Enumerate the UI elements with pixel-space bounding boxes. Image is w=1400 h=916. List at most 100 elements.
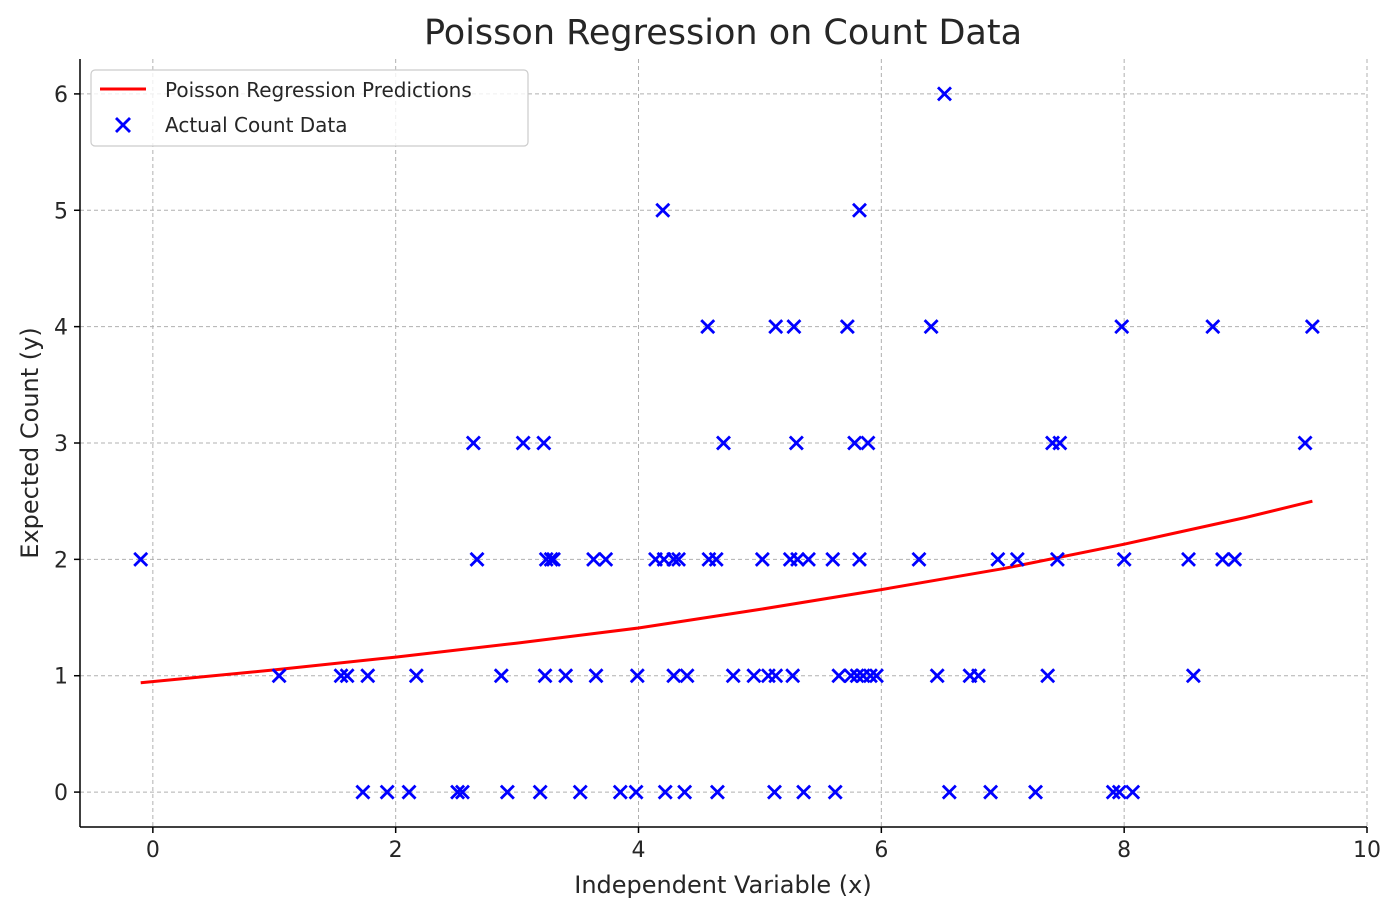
data-point [868,668,884,684]
data-point [450,784,466,800]
data-point [543,551,559,567]
data-point [355,784,371,800]
data-point [849,668,865,684]
data-point [786,319,802,335]
data-point [588,668,604,684]
data-point [860,435,876,451]
data-point [1215,551,1231,567]
data-point [493,668,509,684]
data-point [1125,784,1141,800]
data-point [655,202,671,218]
data-point [536,435,552,451]
data-point [1114,319,1130,335]
data-point [465,435,481,451]
prediction-line [140,499,1313,685]
legend-label-actual: Actual Count Data [165,113,348,137]
x-tick-label: 8 [1117,838,1131,863]
data-point [271,668,287,684]
x-tick-label: 10 [1353,838,1381,863]
data-point [379,784,395,800]
data-point [133,551,149,567]
data-point [1116,551,1132,567]
y-tick-label: 3 [54,432,68,457]
data-point [862,668,878,684]
data-point [612,784,628,800]
data-point [700,319,716,335]
tick-labels: 0 2 4 6 8 10 0 1 2 3 4 5 6 [54,83,1381,863]
data-point [831,668,847,684]
x-tick-label: 0 [146,838,160,863]
data-point [572,784,588,800]
plot-area [133,86,1320,800]
data-point [825,551,841,567]
data-point [709,784,725,800]
data-point [923,319,939,335]
data-point [408,668,424,684]
data-point [796,784,812,800]
data-point [708,551,724,567]
x-tick-label: 6 [874,838,888,863]
data-point [679,668,695,684]
data-point [586,551,602,567]
data-point [851,551,867,567]
y-tick-label: 5 [54,199,68,224]
data-point [851,202,867,218]
legend-box [90,69,529,147]
data-point [360,668,376,684]
data-point [941,784,957,800]
x-axis-label: Independent Variable (x) [574,871,871,899]
data-point [1297,435,1313,451]
data-point [768,668,784,684]
data-point [677,784,693,800]
data-point [558,668,574,684]
data-point [970,668,986,684]
data-point [768,319,784,335]
data-point [499,784,515,800]
data-point [801,551,816,567]
data-point [1049,551,1065,567]
y-tick-label: 6 [54,83,68,108]
data-point [839,319,855,335]
data-point [983,784,999,800]
data-point [537,668,553,684]
data-point [532,784,548,800]
data-point [629,668,645,684]
data-point [1105,784,1121,800]
data-point [936,86,952,102]
data-point [469,551,485,567]
data-point [401,784,417,800]
data-point [725,668,741,684]
y-axis-label: Expected Count (y) [16,327,44,558]
data-point [1205,319,1221,335]
data-point [1181,551,1197,567]
y-tick-label: 4 [54,316,68,341]
data-point [628,784,644,800]
data-point [666,551,682,567]
data-point [657,784,673,800]
data-point [1009,551,1025,567]
data-point [746,668,762,684]
data-point [1028,784,1044,800]
data-point [671,551,687,567]
data-point [767,784,782,800]
data-point [827,784,843,800]
data-point [716,435,731,451]
x-tick-label: 4 [632,838,646,863]
grid-lines [80,59,1368,827]
y-tick-label: 0 [54,781,68,806]
data-point [1304,319,1320,335]
data-point [666,668,682,684]
data-point [785,668,801,684]
data-point [1040,668,1056,684]
data-point [1227,551,1243,567]
data-point [990,551,1006,567]
legend-marker-swatch [115,117,131,133]
data-point [546,551,562,567]
legend: Poisson Regression Predictions Actual Co… [90,69,529,147]
legend-label-predictions: Poisson Regression Predictions [165,78,472,102]
x-tick-label: 2 [389,838,403,863]
data-point [843,668,859,684]
chart-title: Poisson Regression on Count Data [424,13,1022,53]
